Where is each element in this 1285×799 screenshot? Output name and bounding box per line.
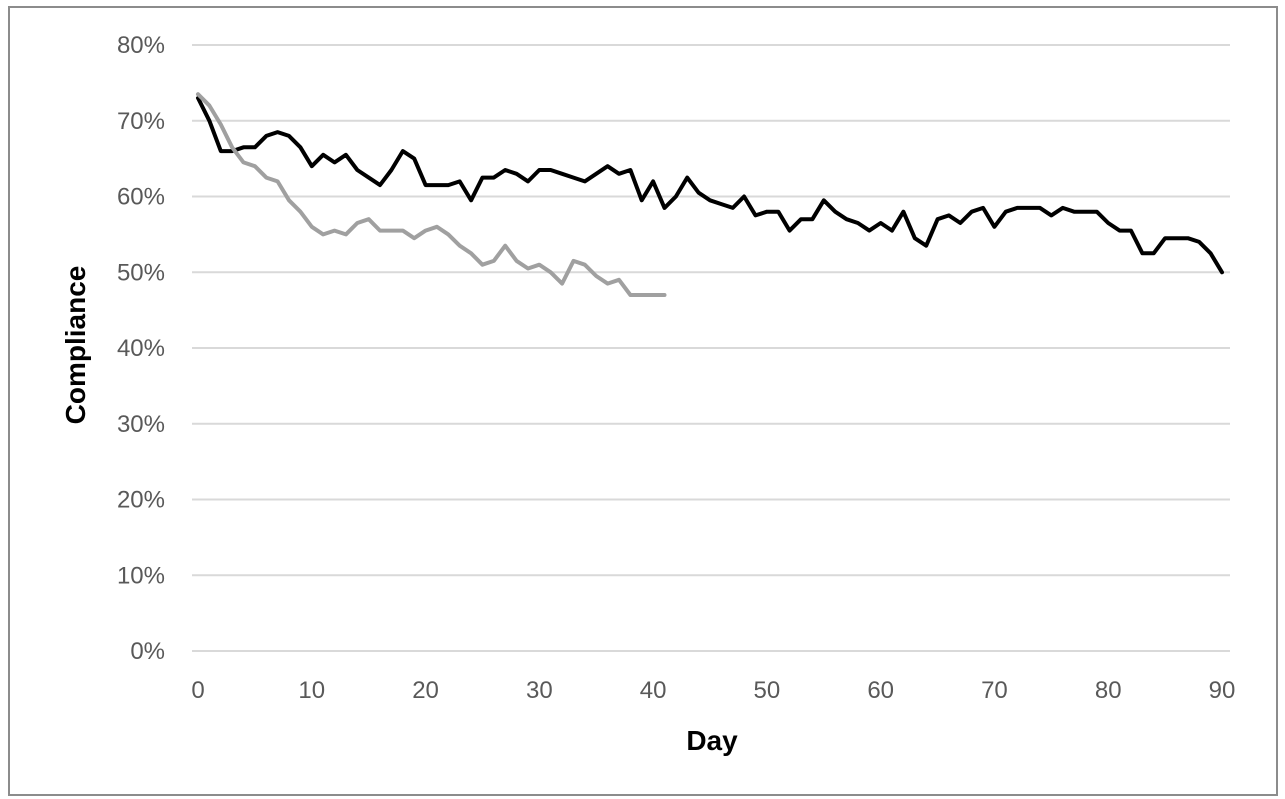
x-tick-label: 90 <box>1209 677 1236 704</box>
series-line-gray <box>196 92 667 297</box>
x-tick-labels: 0 10 20 30 40 50 60 70 80 90 <box>191 677 1235 704</box>
y-tick-label: 30% <box>117 411 165 438</box>
gridlines <box>192 44 1230 652</box>
x-tick-label: 0 <box>191 677 204 704</box>
x-tick-label: 10 <box>298 677 325 704</box>
chart-frame <box>8 6 1278 796</box>
y-tick-label: 20% <box>117 487 165 514</box>
x-tick-label: 20 <box>412 677 439 704</box>
y-tick-label: 50% <box>117 259 165 286</box>
x-tick-label: 70 <box>981 677 1008 704</box>
x-tick-label: 80 <box>1095 677 1122 704</box>
y-tick-label: 40% <box>117 335 165 362</box>
x-axis-title: Day <box>686 725 738 756</box>
y-axis-title: Compliance <box>60 266 91 425</box>
y-tick-label: 10% <box>117 562 165 589</box>
x-tick-label: 50 <box>754 677 781 704</box>
x-tick-label: 40 <box>640 677 667 704</box>
y-tick-label: 0% <box>130 638 165 665</box>
y-tick-label: 80% <box>117 32 165 59</box>
y-tick-label: 60% <box>117 184 165 211</box>
x-tick-label: 60 <box>867 677 894 704</box>
y-tick-labels: 0% 10% 20% 30% 40% 50% 60% 70% 80% <box>117 32 165 665</box>
series-line-black <box>196 96 1224 275</box>
x-tick-label: 30 <box>526 677 553 704</box>
series-lines <box>196 92 1224 297</box>
y-tick-label: 70% <box>117 108 165 135</box>
